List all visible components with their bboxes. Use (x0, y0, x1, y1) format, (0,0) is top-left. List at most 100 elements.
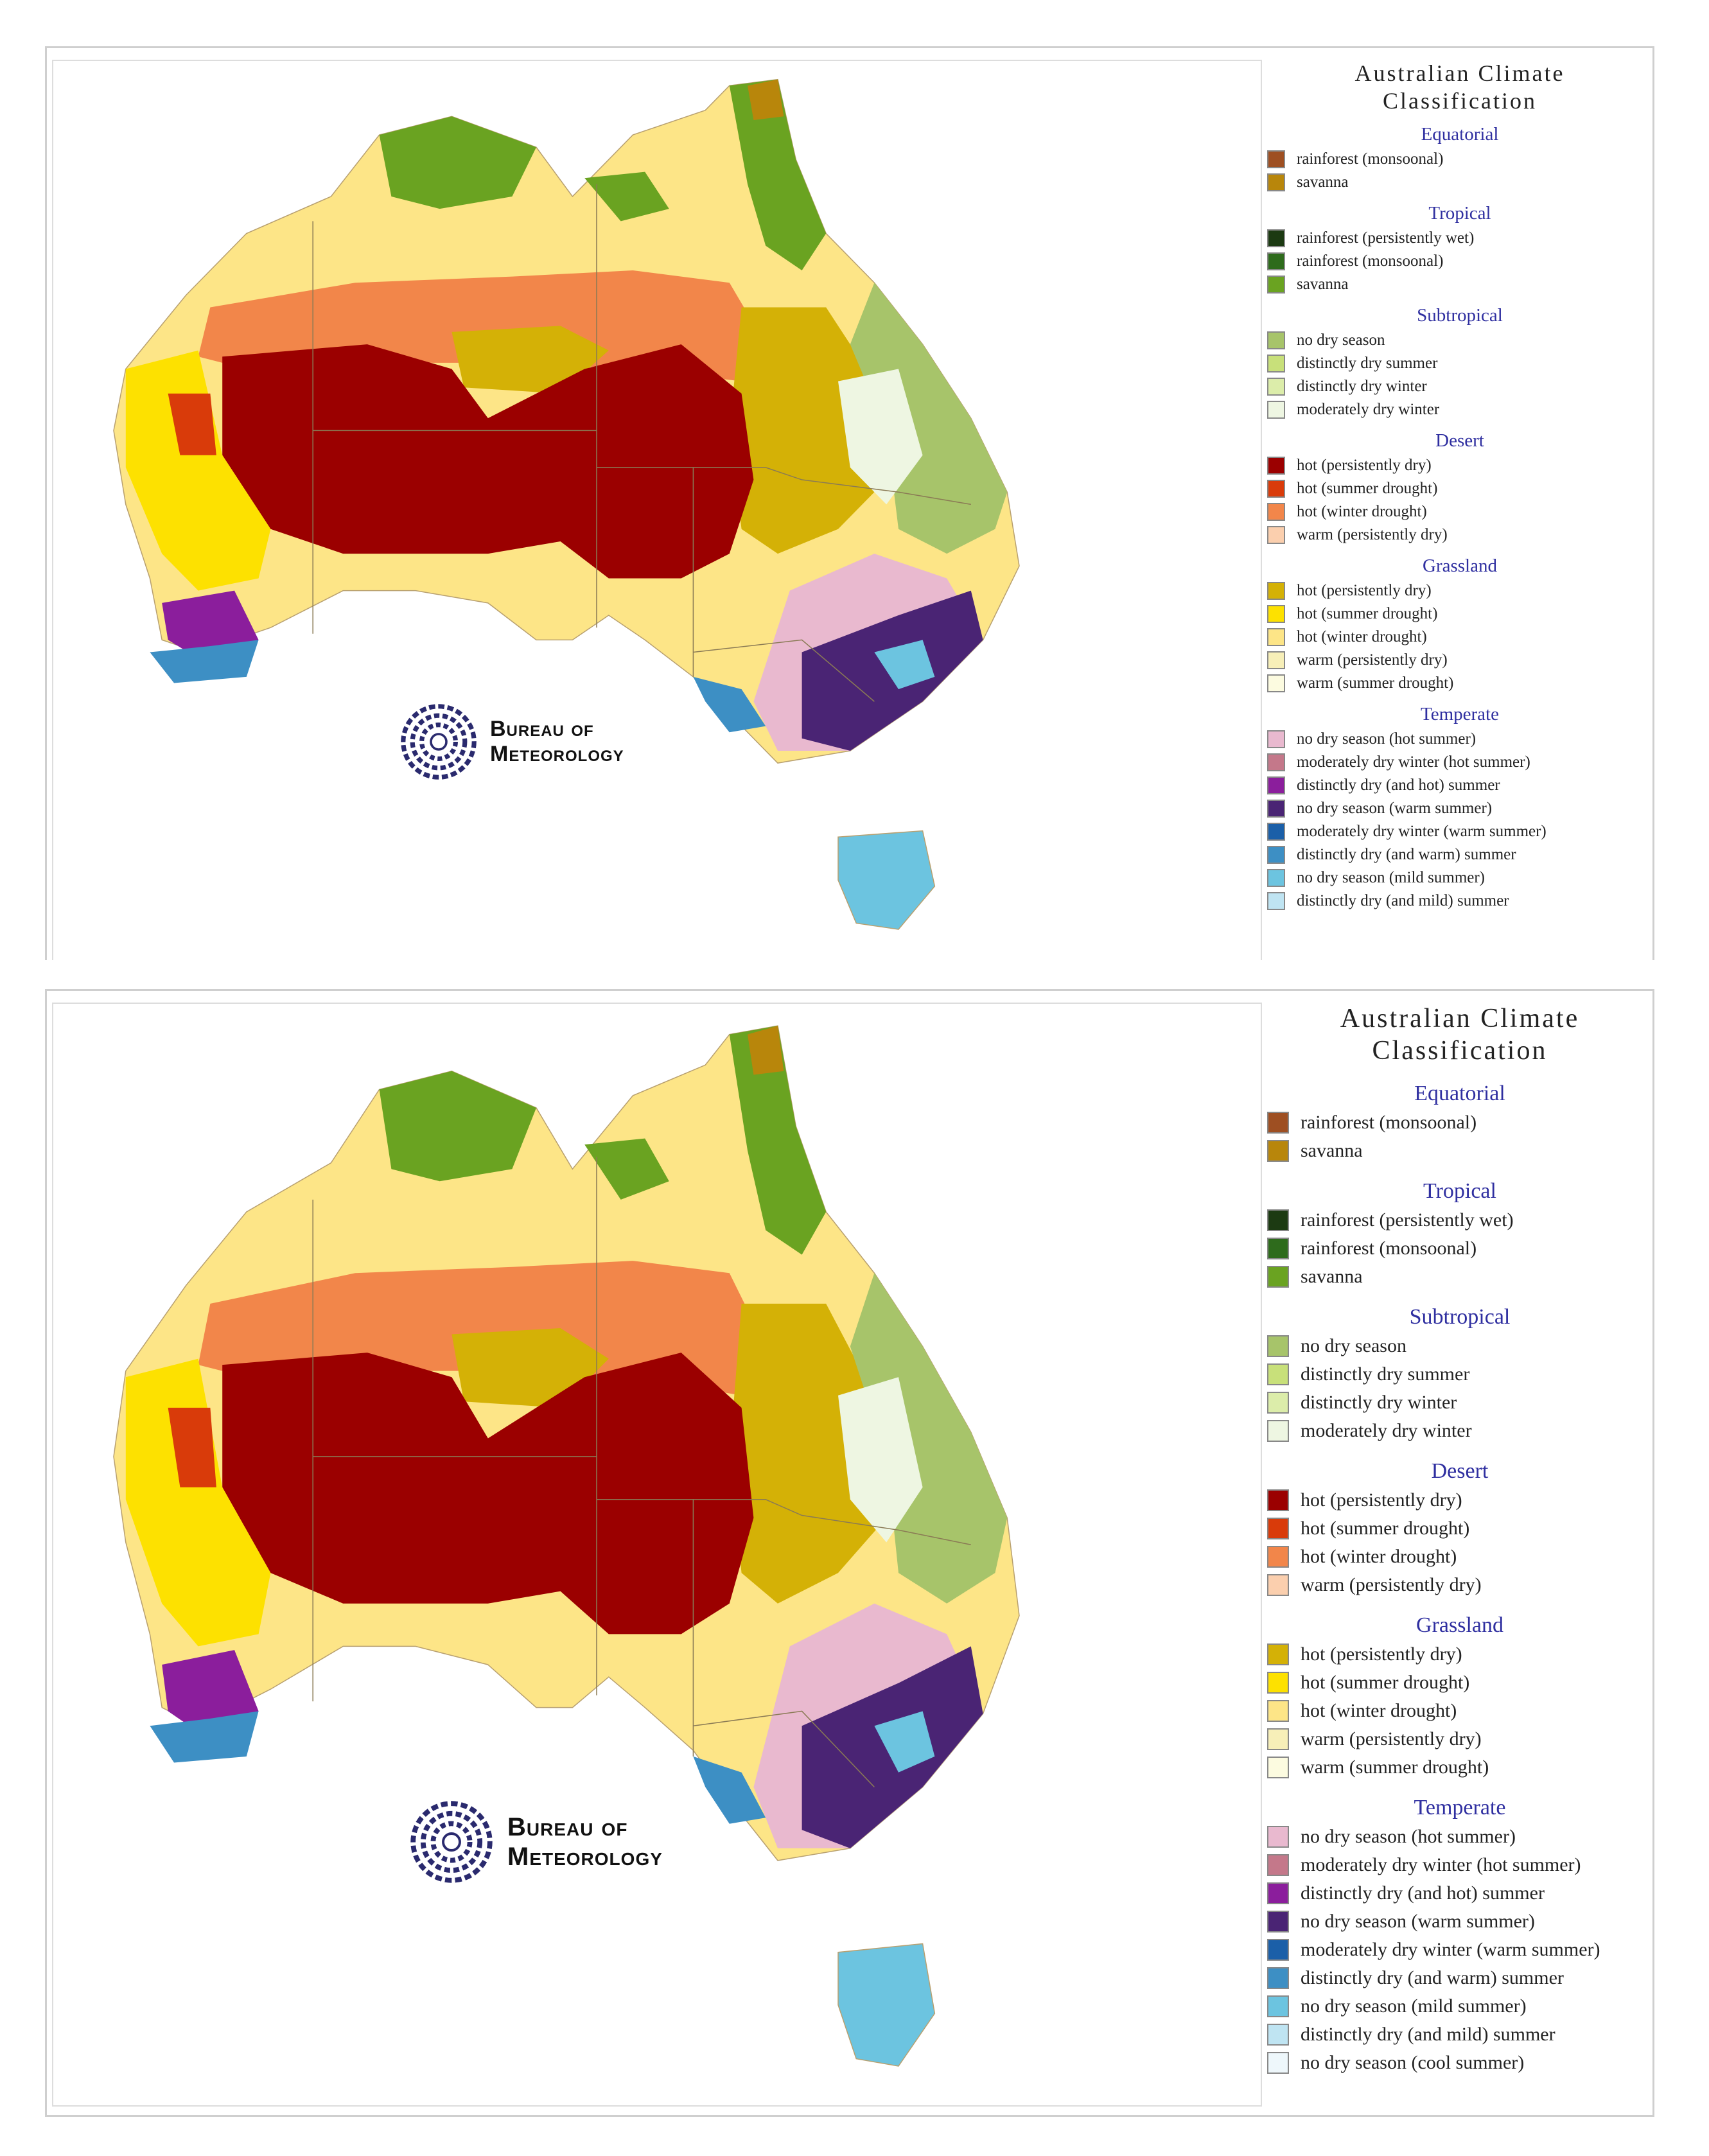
legend-swatch (1267, 730, 1285, 749)
region-tropical-savanna-nw (379, 116, 536, 209)
region-desert-hot-dry (222, 1353, 754, 1635)
legend-label: savanna (1301, 1139, 1363, 1161)
legend-item: hot (persistently dry) (1267, 1486, 1652, 1514)
region-equatorial-savanna (748, 79, 784, 121)
legend-item: distinctly dry winter (1267, 375, 1652, 398)
legend-swatch (1267, 1910, 1289, 1933)
region-grassland-east (729, 307, 887, 554)
legend-item: moderately dry winter (hot summer) (1267, 751, 1652, 774)
legend-item: distinctly dry (and warm) summer (1267, 843, 1652, 866)
legend-label: distinctly dry (and hot) summer (1297, 776, 1500, 794)
legend-item: rainforest (monsoonal) (1267, 1109, 1652, 1137)
legend-label: no dry season (hot summer) (1297, 730, 1477, 748)
legend-label: hot (persistently dry) (1301, 1643, 1462, 1665)
region-temperate-sw (162, 1650, 259, 1732)
legend-label: warm (summer drought) (1301, 1756, 1489, 1778)
legend-group-tropical: Tropical (1428, 203, 1491, 224)
legend-swatch (1267, 1756, 1289, 1778)
legend-item: no dry season (warm summer) (1267, 797, 1652, 820)
legend-item: distinctly dry (and warm) summer (1267, 1964, 1652, 1992)
legend-item: hot (winter drought) (1267, 500, 1652, 523)
legend-item: savanna (1267, 1263, 1652, 1291)
legend-swatch (1267, 2023, 1289, 2046)
legend-item: hot (winter drought) (1267, 1543, 1652, 1571)
legend-item: moderately dry winter (hot summer) (1267, 1851, 1652, 1879)
legend-item: savanna (1267, 1137, 1652, 1165)
legend-swatch (1267, 150, 1285, 169)
legend-item: hot (winter drought) (1267, 1697, 1652, 1725)
legend-item: no dry season (1267, 1332, 1652, 1360)
legend-label: hot (summer drought) (1301, 1671, 1470, 1693)
region-tropical-savanna-cape (729, 1026, 827, 1255)
map-frame: Bureau of Meteorology (52, 1003, 1262, 2107)
region-temperate-south (693, 676, 766, 733)
legend-item: no dry season (warm summer) (1267, 1907, 1652, 1936)
legend-label: no dry season (1301, 1335, 1407, 1356)
legend-swatch (1267, 1728, 1289, 1750)
bom-line-2: Meteorology (490, 742, 624, 766)
legend-swatch (1267, 1265, 1289, 1288)
legend-item: warm (persistently dry) (1267, 523, 1652, 547)
region-subtropical-east (850, 283, 1008, 554)
map-panel-top: Bureau of Meteorology Australian Climate… (45, 46, 1654, 960)
legend-label: hot (persistently dry) (1297, 582, 1432, 600)
region-temperate-mild (874, 1711, 935, 1773)
legend-swatch (1267, 331, 1285, 350)
legend-label: rainforest (persistently wet) (1301, 1209, 1514, 1231)
legend-label: moderately dry winter (warm summer) (1297, 823, 1547, 841)
legend-label: hot (summer drought) (1297, 605, 1438, 623)
legend-label: distinctly dry (and warm) summer (1297, 846, 1516, 864)
legend-label: hot (summer drought) (1301, 1517, 1470, 1539)
legend-label: moderately dry winter (hot summer) (1297, 753, 1530, 771)
legend-top: Australian Climate Classification Equato… (1267, 60, 1652, 913)
legend-swatch (1267, 628, 1285, 647)
legend-group-equatorial: Equatorial (1421, 124, 1499, 145)
legend-item: warm (persistently dry) (1267, 1571, 1652, 1599)
legend-swatch (1267, 1489, 1289, 1511)
legend-item: rainforest (monsoonal) (1267, 1234, 1652, 1263)
legend-item: distinctly dry summer (1267, 1360, 1652, 1389)
legend-swatch (1267, 800, 1285, 818)
legend-group-grassland: Grassland (1423, 556, 1497, 577)
legend-label: savanna (1301, 1265, 1363, 1287)
legend-item: no dry season (cool summer) (1267, 2049, 1652, 2077)
region-temperate-sw (162, 590, 259, 659)
legend-item: hot (summer drought) (1267, 602, 1652, 626)
legend-swatch (1267, 355, 1285, 373)
region-grassland-west (125, 1358, 271, 1647)
legend-label: distinctly dry winter (1297, 378, 1427, 396)
region-subtropical-moderate (838, 369, 923, 505)
legend-label: rainforest (monsoonal) (1297, 252, 1444, 270)
legend-swatch (1267, 1391, 1289, 1414)
legend-title-line2: Classification (1383, 88, 1537, 114)
legend-swatch (1267, 651, 1285, 670)
legend-bottom: Australian Climate Classification Equato… (1267, 1003, 1652, 2077)
legend-group-subtropical: Subtropical (1409, 1304, 1511, 1329)
legend-item: distinctly dry winter (1267, 1389, 1652, 1417)
legend-label: savanna (1297, 173, 1349, 191)
region-tropical-savanna-cape (729, 79, 827, 271)
legend-group-temperate: Temperate (1421, 704, 1499, 725)
legend-label: hot (winter drought) (1301, 1699, 1457, 1721)
legend-item: moderately dry winter (1267, 398, 1652, 421)
legend-group-equatorial: Equatorial (1414, 1081, 1505, 1105)
legend-label: rainforest (persistently wet) (1297, 229, 1475, 247)
legend-swatch (1267, 1111, 1289, 1134)
legend-label: rainforest (monsoonal) (1297, 150, 1444, 168)
legend-swatch (1267, 1671, 1289, 1694)
map-panel-bottom: Bureau of Meteorology Australian Climate… (45, 989, 1654, 2117)
legend-item: warm (summer drought) (1267, 1753, 1652, 1782)
legend-item: no dry season (mild summer) (1267, 1992, 1652, 2020)
legend-item: distinctly dry summer (1267, 352, 1652, 375)
border-qld-nsw (597, 467, 971, 505)
legend-label: no dry season (cool summer) (1301, 2051, 1525, 2073)
legend-swatch (1267, 1139, 1289, 1162)
legend-label: moderately dry winter (hot summer) (1301, 1854, 1581, 1875)
legend-title: Australian Climate Classification (1267, 1003, 1652, 1067)
tasmania (837, 1943, 936, 2067)
legend-swatch (1267, 753, 1285, 772)
legend-item: moderately dry winter (warm summer) (1267, 820, 1652, 843)
legend-label: distinctly dry (and mild) summer (1297, 892, 1509, 910)
legend-item: distinctly dry (and mild) summer (1267, 890, 1652, 913)
bom-swirl-icon (410, 1801, 493, 1883)
